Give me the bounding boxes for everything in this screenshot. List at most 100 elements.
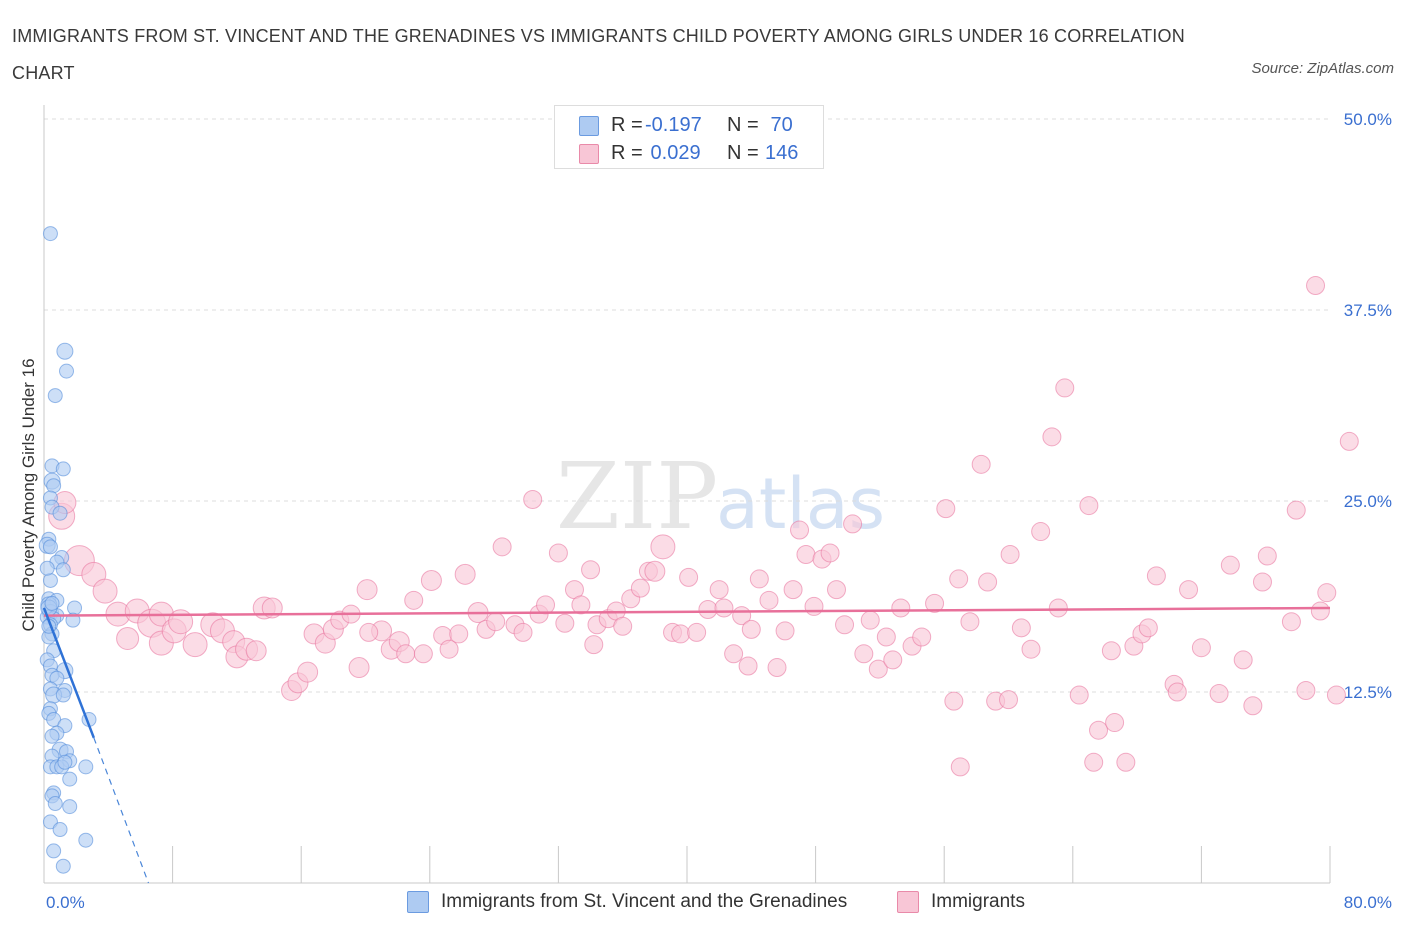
data-point-immigrants bbox=[1310, 601, 1330, 621]
bottom-legend-swatch-stvincent bbox=[407, 891, 429, 913]
data-point-immigrants bbox=[1281, 612, 1301, 632]
data-point-immigrants bbox=[536, 595, 556, 615]
data-point-immigrants bbox=[860, 610, 880, 630]
x-tick-label: 0.0% bbox=[46, 893, 85, 912]
data-point-immigrants bbox=[759, 590, 779, 610]
data-point-immigrants bbox=[486, 612, 506, 632]
data-point-immigrants bbox=[1167, 682, 1187, 702]
data-point-immigrants bbox=[555, 613, 575, 633]
x-tick-label: 80.0% bbox=[1344, 893, 1392, 912]
data-point-immigrants bbox=[925, 593, 945, 613]
data-point-stvincent bbox=[55, 687, 71, 703]
trendline-immigrants bbox=[43, 606, 1331, 617]
data-point-immigrants bbox=[297, 661, 319, 683]
data-point-immigrants bbox=[1048, 598, 1068, 618]
data-point-stvincent bbox=[46, 843, 62, 859]
trendline-stvincent-extension bbox=[93, 737, 150, 884]
data-point-immigrants bbox=[92, 578, 118, 604]
data-point-immigrants bbox=[1138, 618, 1158, 638]
data-point-stvincent bbox=[42, 539, 58, 555]
data-point-stvincent bbox=[62, 771, 78, 787]
correlation-legend: R = -0.197 N = 70 R = 0.029 N = 146 bbox=[554, 105, 824, 169]
data-point-immigrants bbox=[630, 578, 650, 598]
data-point-immigrants bbox=[404, 590, 424, 610]
data-point-immigrants bbox=[971, 454, 991, 474]
data-point-immigrants bbox=[783, 580, 803, 600]
y-tick-label: 50.0% bbox=[1344, 110, 1392, 129]
watermark-zip: ZIP bbox=[556, 443, 718, 550]
data-point-stvincent bbox=[44, 728, 60, 744]
data-point-immigrants bbox=[936, 499, 956, 519]
data-point-immigrants bbox=[741, 619, 761, 639]
data-point-immigrants bbox=[1326, 685, 1346, 705]
data-point-immigrants bbox=[439, 639, 459, 659]
data-point-immigrants bbox=[454, 563, 476, 585]
data-point-immigrants bbox=[1069, 685, 1089, 705]
data-point-stvincent bbox=[59, 363, 75, 379]
trendline-stvincent bbox=[42, 607, 95, 739]
data-point-immigrants bbox=[1031, 522, 1051, 542]
data-point-immigrants bbox=[950, 757, 970, 777]
data-point-immigrants bbox=[767, 658, 787, 678]
data-point-immigrants bbox=[449, 624, 469, 644]
data-point-immigrants bbox=[548, 543, 568, 563]
data-point-immigrants bbox=[714, 598, 734, 618]
data-point-immigrants bbox=[804, 596, 824, 616]
data-point-immigrants bbox=[413, 644, 433, 664]
data-point-immigrants bbox=[868, 659, 888, 679]
legend-n-label: N = bbox=[727, 142, 765, 164]
data-point-immigrants bbox=[775, 621, 795, 641]
data-point-immigrants bbox=[523, 489, 543, 509]
data-point-immigrants bbox=[1317, 583, 1337, 603]
data-point-stvincent bbox=[52, 822, 68, 838]
chart-title: IMMIGRANTS FROM ST. VINCENT AND THE GREN… bbox=[12, 26, 1185, 83]
data-point-immigrants bbox=[1101, 641, 1121, 661]
data-point-immigrants bbox=[687, 622, 707, 642]
data-point-immigrants bbox=[978, 572, 998, 592]
data-point-stvincent bbox=[57, 754, 73, 770]
data-point-stvincent bbox=[47, 796, 63, 812]
data-point-stvincent bbox=[55, 858, 71, 874]
legend-n-value: 70 bbox=[765, 114, 793, 136]
data-point-immigrants bbox=[1209, 684, 1229, 704]
data-point-immigrants bbox=[843, 514, 863, 534]
legend-n-value: 146 bbox=[765, 142, 799, 164]
data-point-immigrants bbox=[999, 690, 1018, 710]
legend-r-label: R = bbox=[611, 142, 649, 164]
legend-swatch-immigrants bbox=[579, 144, 599, 164]
bottom-legend-swatch-immigrants bbox=[897, 891, 919, 913]
data-point-stvincent bbox=[44, 595, 60, 611]
data-point-stvincent bbox=[52, 505, 68, 521]
data-point-immigrants bbox=[709, 580, 729, 600]
data-point-immigrants bbox=[1306, 276, 1326, 296]
data-point-immigrants bbox=[1252, 572, 1272, 592]
data-point-immigrants bbox=[1084, 752, 1104, 772]
legend-r-value: 0.029 bbox=[645, 142, 701, 164]
data-point-immigrants bbox=[348, 657, 370, 679]
data-point-immigrants bbox=[1000, 544, 1020, 564]
data-point-immigrants bbox=[1257, 546, 1277, 566]
data-point-immigrants bbox=[1339, 431, 1359, 451]
data-point-immigrants bbox=[492, 537, 512, 557]
data-point-immigrants bbox=[396, 644, 416, 664]
data-point-immigrants bbox=[749, 569, 769, 589]
data-point-immigrants bbox=[245, 640, 267, 662]
data-point-immigrants bbox=[891, 598, 911, 618]
data-point-immigrants bbox=[883, 650, 903, 670]
bottom-legend-label-immigrants: Immigrants bbox=[931, 891, 1025, 912]
data-point-immigrants bbox=[912, 627, 932, 647]
data-point-immigrants bbox=[679, 567, 699, 587]
data-point-stvincent bbox=[46, 478, 62, 494]
y-tick-label: 37.5% bbox=[1344, 301, 1392, 320]
data-point-immigrants bbox=[584, 635, 604, 655]
data-point-stvincent bbox=[56, 342, 74, 360]
data-point-immigrants bbox=[1179, 580, 1199, 600]
data-point-stvincent bbox=[55, 461, 71, 477]
data-point-immigrants bbox=[698, 599, 718, 619]
legend-n-label: N = bbox=[727, 114, 765, 136]
data-point-stvincent bbox=[47, 388, 63, 404]
data-point-immigrants bbox=[1021, 639, 1041, 659]
data-point-immigrants bbox=[738, 656, 758, 676]
data-point-immigrants bbox=[1055, 378, 1075, 398]
